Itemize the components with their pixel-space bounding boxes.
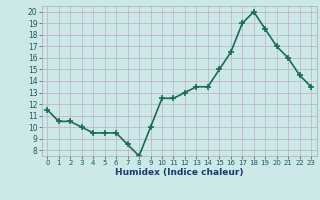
X-axis label: Humidex (Indice chaleur): Humidex (Indice chaleur) (115, 168, 244, 177)
